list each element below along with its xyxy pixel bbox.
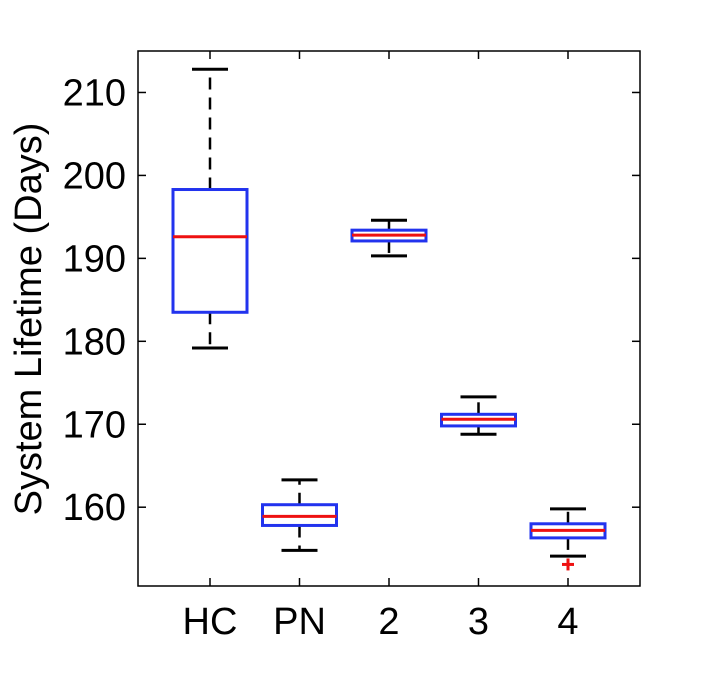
box-4 (529, 507, 607, 571)
x-axis-ticks: HC PN 2 3 4 (183, 51, 579, 643)
box-3 (440, 395, 517, 436)
x-tick-label: 3 (468, 601, 489, 643)
y-axis-ticks: 160 170 180 190 200 210 (63, 72, 640, 529)
plot-area-frame (137, 50, 641, 587)
x-tick-label: PN (273, 601, 326, 643)
iqr-box (171, 188, 249, 314)
y-axis-title: System Lifetime (Days) (8, 123, 50, 516)
y-tick-label: 180 (63, 321, 126, 363)
y-tick-label: 170 (63, 404, 126, 446)
box-2 (350, 218, 428, 258)
y-tick-label: 210 (63, 72, 126, 114)
x-tick-label: 2 (378, 601, 399, 643)
y-tick-label: 200 (63, 155, 126, 197)
y-tick-label: 190 (63, 238, 126, 280)
box-HC (171, 67, 249, 350)
box-series (171, 67, 607, 571)
y-tick-label: 160 (63, 487, 126, 529)
x-tick-label: 4 (557, 601, 578, 643)
box-PN (261, 478, 338, 552)
x-tick-label: HC (183, 601, 238, 643)
